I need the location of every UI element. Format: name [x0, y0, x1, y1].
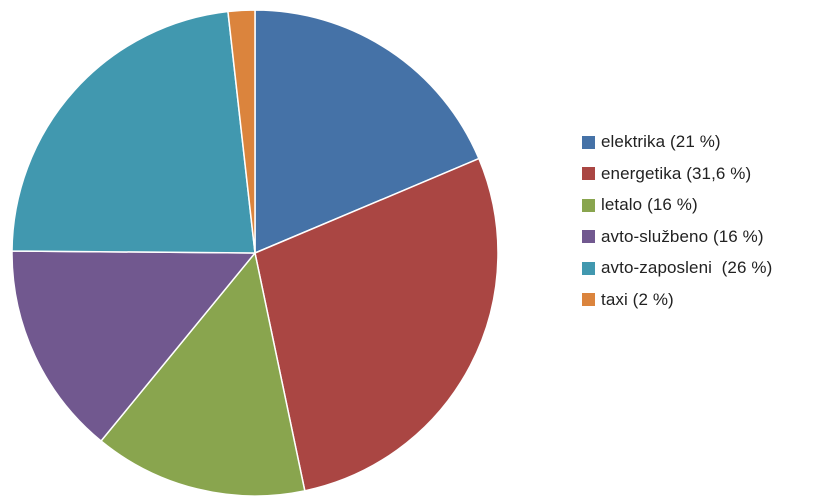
legend-item-taxi: taxi (2 %): [582, 288, 772, 312]
legend-item-letalo: letalo (16 %): [582, 193, 772, 217]
legend-label-elektrika: elektrika (21 %): [601, 132, 721, 151]
legend-item-energetika: energetika (31,6 %): [582, 162, 772, 186]
legend: elektrika (21 %) energetika (31,6 %) let…: [582, 130, 772, 319]
legend-label-letalo: letalo (16 %): [601, 195, 698, 214]
legend-label-energetika: energetika (31,6 %): [601, 163, 752, 183]
legend-swatch-avto-sluzbeno: [582, 230, 595, 243]
pie-slice-avto-sluzbeno: [11, 250, 256, 442]
legend-swatch-energetika: [582, 167, 595, 180]
legend-swatch-avto-zaposleni: [582, 261, 595, 275]
legend-item-avto-sluzbeno: avto-službeno (16 %): [582, 225, 772, 249]
legend-label-avto-sluzbeno: avto-službeno (16 %): [601, 226, 764, 246]
legend-item-elektrika: elektrika (21 %): [582, 130, 772, 154]
legend-label-taxi: taxi (2 %): [601, 289, 674, 309]
pie-slice-taxi: [227, 9, 256, 254]
legend-swatch-taxi: [582, 293, 595, 306]
pie-slice-letalo: [100, 252, 306, 497]
legend-item-avto-zaposleni: avto-zaposleni (26 %): [582, 256, 772, 280]
legend-swatch-letalo: [582, 198, 595, 212]
pie-slice-avto-zaposleni: [11, 10, 256, 254]
legend-label-avto-zaposleni: avto-zaposleni (26 %): [601, 258, 773, 277]
legend-swatch-elektrika: [582, 135, 595, 149]
pie-slice-elektrika: [254, 9, 480, 254]
pie-slice-energetika: [254, 157, 499, 492]
